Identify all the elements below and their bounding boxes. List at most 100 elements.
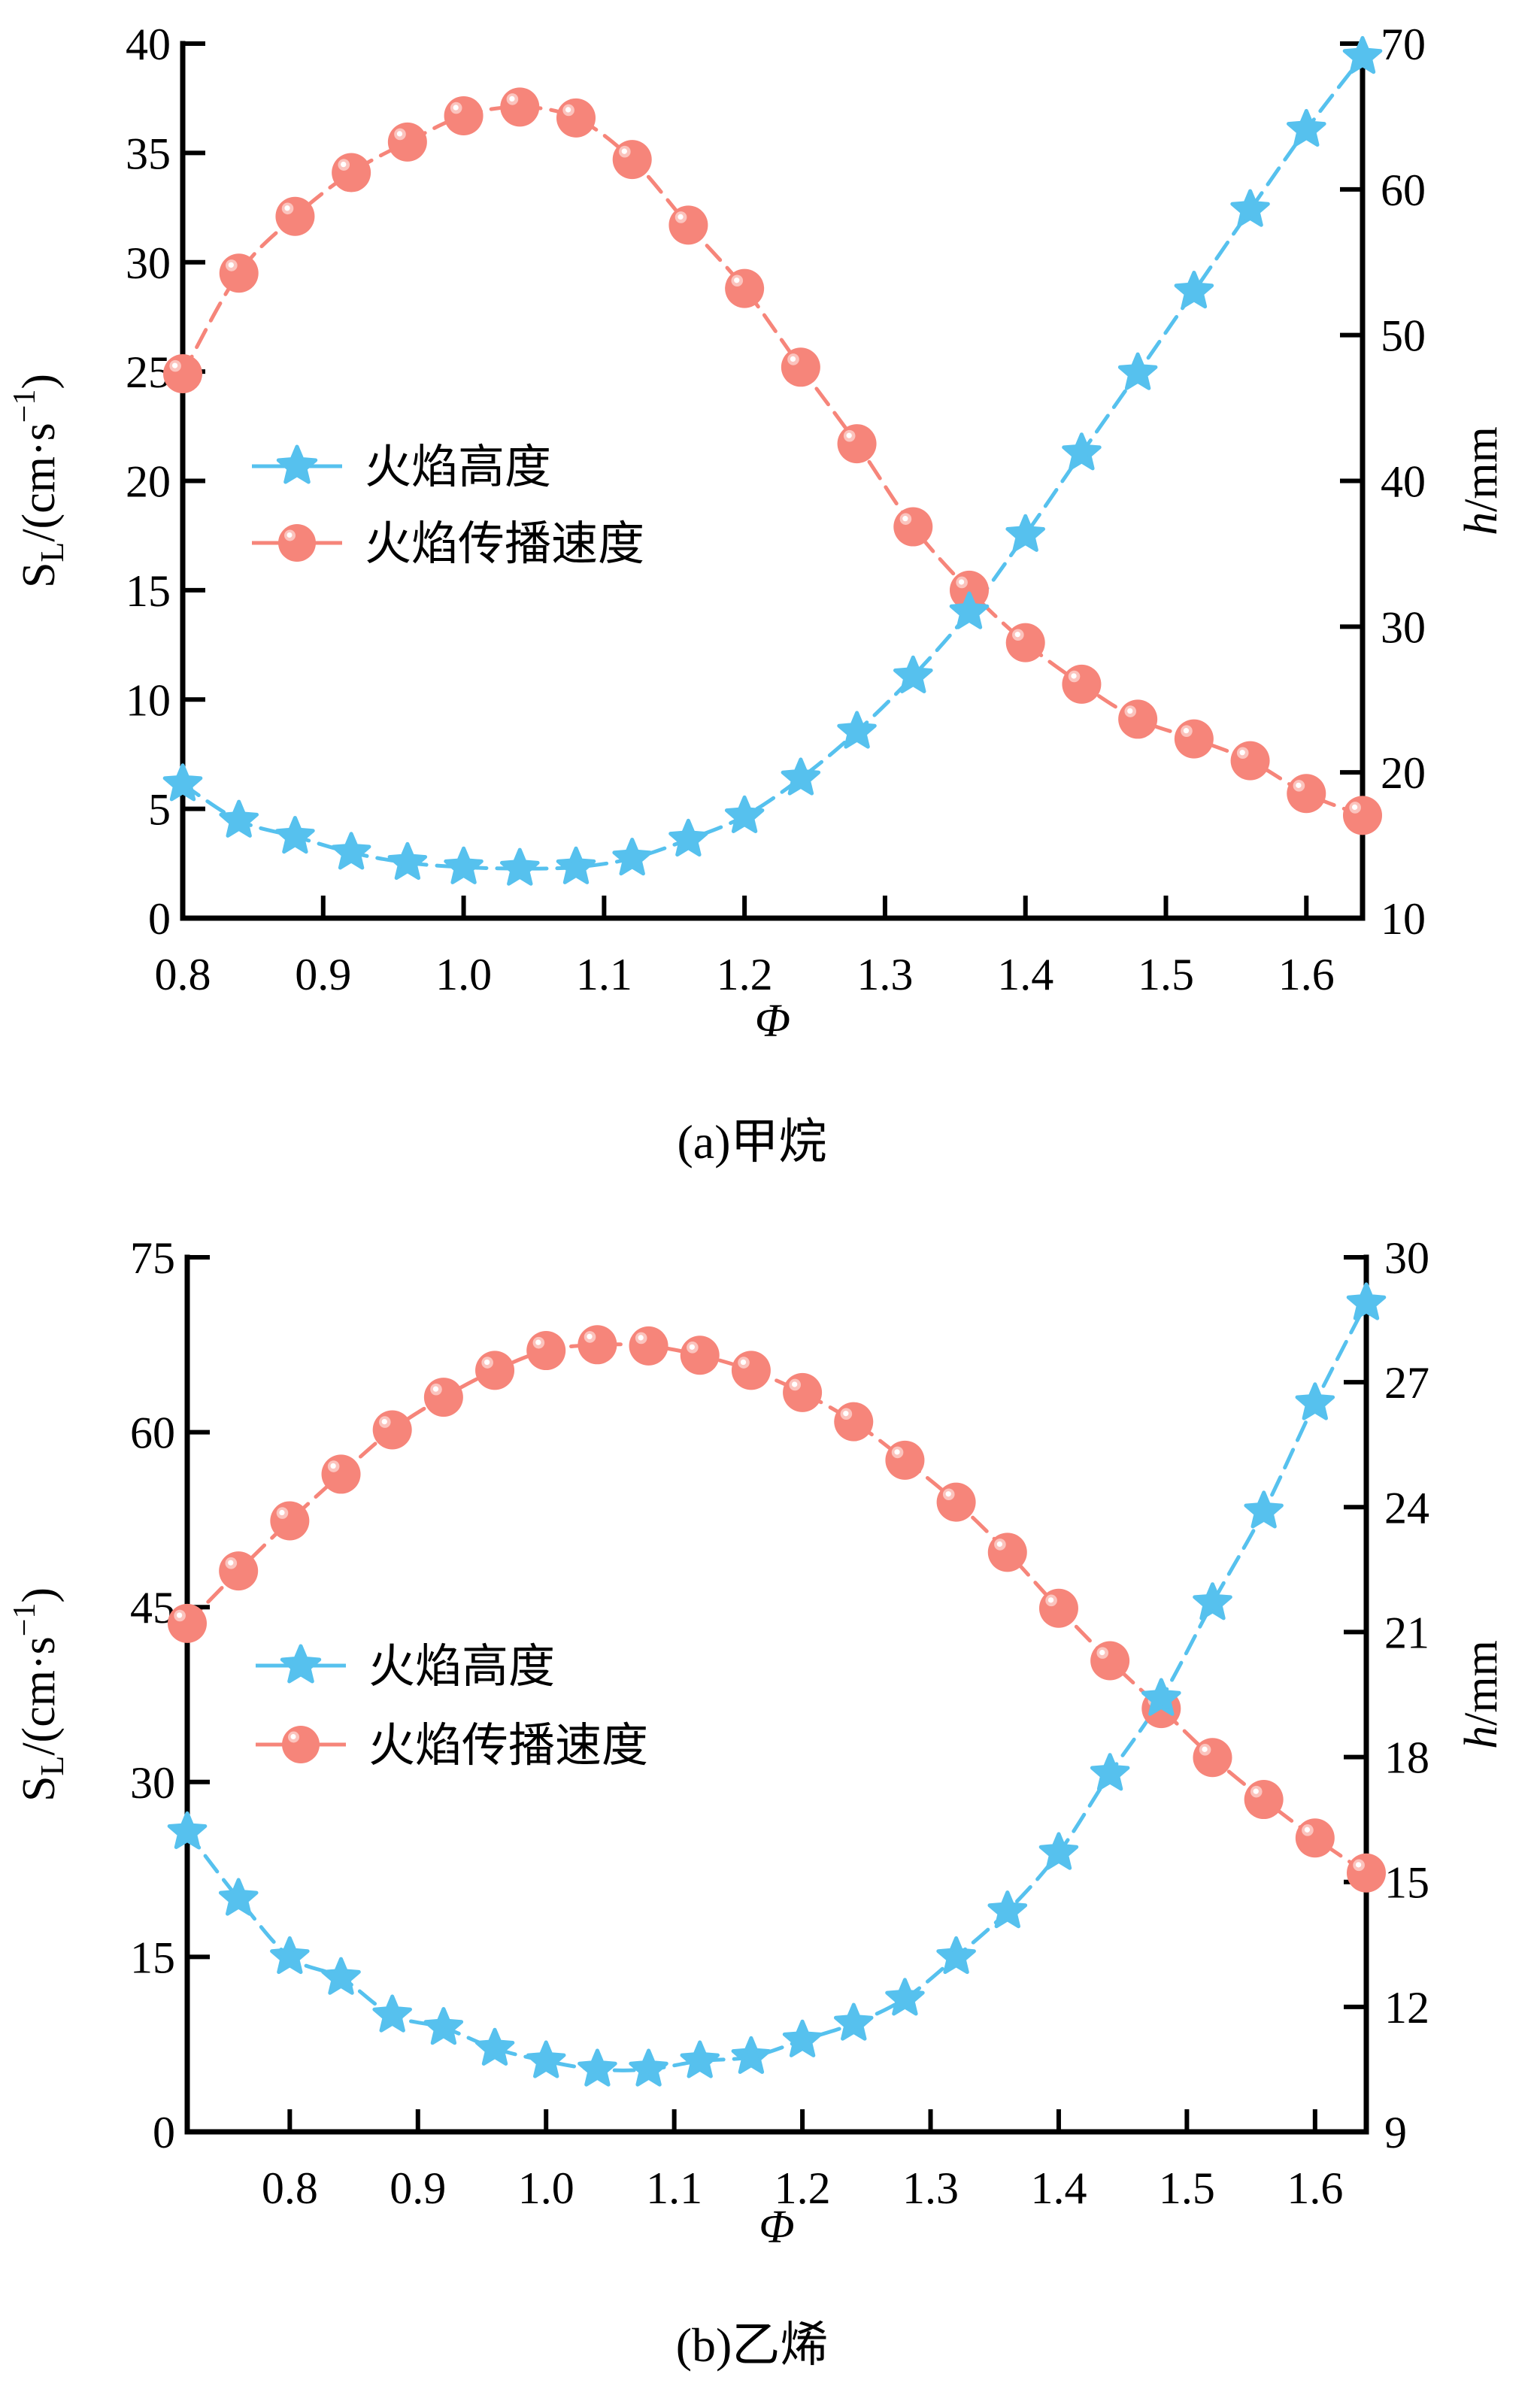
sphere-body	[1295, 1818, 1335, 1858]
flame-height-point	[1193, 1582, 1232, 1620]
y-right-tick-label: 30	[1381, 602, 1426, 652]
flame-speed-point	[163, 354, 202, 394]
sphere-body	[612, 140, 652, 180]
flame-height-point	[1287, 108, 1326, 147]
flame-speed-point	[834, 1402, 874, 1442]
flame-height-point	[331, 832, 371, 870]
y-right-var-a: h	[1456, 512, 1507, 535]
sphere-highlight-inner	[1099, 1649, 1105, 1656]
y-left-tick-label: 45	[130, 1583, 175, 1633]
x-axis-title-b: Φ	[759, 2202, 794, 2253]
x-tick-label: 1.0	[518, 2163, 574, 2213]
sphere-highlight-inner	[341, 161, 347, 168]
legend-star-icon	[276, 444, 318, 484]
caption-a: (a)甲烷	[677, 1115, 826, 1169]
flame-speed-point	[950, 570, 989, 610]
sphere-body	[270, 1501, 310, 1541]
flame-speed-point	[783, 1372, 823, 1412]
chart-panel-a: 0.8 0.9 1.0 1.1 1.2 1.3 1.4 1.5 1.6 0 5 10 15 20 25 30 3…	[8, 20, 1507, 1169]
flame-height-point	[1090, 1753, 1130, 1791]
sphere-highlight-inner	[509, 95, 515, 102]
sphere-highlight-inner	[902, 515, 908, 522]
sphere-body	[885, 1440, 925, 1480]
y-left-unit-a: /(cm·s	[14, 423, 65, 541]
sphere-highlight-inner	[1351, 804, 1358, 811]
x-tick-label: 1.4	[997, 950, 1053, 999]
sphere-body	[987, 1533, 1027, 1572]
sphere-highlight-inner	[846, 432, 852, 438]
legend-star-icon	[280, 1644, 322, 1684]
sphere-body	[731, 1351, 771, 1390]
flame-speed-point	[387, 122, 427, 162]
y-right-tick-label: 40	[1381, 457, 1426, 507]
x-tick-label: 1.2	[717, 950, 773, 999]
star-icon	[280, 1644, 322, 1684]
flame-speed-point	[1038, 1588, 1078, 1628]
y-axis-right-title-b: h/mm	[1456, 1640, 1507, 1749]
sphere-highlight-inner	[1296, 782, 1302, 788]
flame-speed-point	[526, 1331, 566, 1371]
flame-speed-point	[629, 1326, 668, 1366]
flame-height-point	[668, 818, 708, 857]
flame-speed-point	[1287, 774, 1326, 814]
legend-sphere-icon	[282, 1726, 320, 1763]
sphere-highlight-inner	[1047, 1597, 1054, 1603]
sphere-highlight-inner	[996, 1541, 1003, 1548]
flame-speed-point	[1005, 623, 1045, 662]
sphere-body	[783, 1372, 823, 1412]
sphere-highlight-inner	[290, 1734, 296, 1739]
sphere-body	[321, 1454, 361, 1494]
flame-speed-point	[612, 140, 652, 180]
y-right-tick-label: 12	[1384, 1983, 1429, 2033]
sphere-body	[219, 1551, 259, 1591]
flame-height-point	[1005, 514, 1045, 552]
legend-a: 火焰高度 火焰传播速度	[252, 439, 644, 571]
y-left-tick-label: 20	[126, 457, 171, 507]
sphere-highlight-inner	[176, 1612, 183, 1618]
flame-speed-point	[781, 347, 820, 387]
flame-height-point	[837, 711, 877, 749]
sphere-body	[834, 1402, 874, 1442]
legend-label-speed: 火焰传播速度	[368, 1717, 648, 1772]
x-tick-label: 0.8	[262, 2163, 318, 2213]
y-right-tick-label: 18	[1384, 1733, 1429, 1783]
sphere-body	[1038, 1588, 1078, 1628]
flame-height-point	[218, 1878, 259, 1916]
y-left-tick-label: 35	[126, 129, 171, 178]
sphere-highlight-inner	[1202, 1746, 1208, 1752]
flame-speed-line	[180, 105, 1365, 817]
sphere-body	[423, 1378, 463, 1417]
chart-panel-b: 0.8 0.9 1.0 1.1 1.2 1.3 1.4 1.5 1.6 0 15 30 45 60 75 9 1…	[8, 1233, 1507, 2372]
sphere-highlight-inner	[1304, 1827, 1311, 1833]
y-left-sub-a: L	[34, 542, 71, 562]
y-left-sup-b: −1	[8, 1603, 42, 1637]
y-right-tick-label: 70	[1381, 20, 1426, 69]
flame-height-point	[612, 838, 652, 876]
sphere-highlight-inner	[286, 532, 293, 538]
flame-speed-point	[1193, 1738, 1232, 1778]
flame-height-line	[185, 1301, 1369, 2072]
y-right-tick-label: 9	[1384, 2108, 1407, 2157]
y-axis-left-title-a: SL/(cm·s−1)	[8, 374, 71, 588]
flame-height-point	[1141, 1678, 1181, 1716]
flame-speed-point	[731, 1351, 771, 1390]
y-left-sup-a: −1	[8, 390, 42, 423]
x-tick-label: 1.1	[646, 2163, 702, 2213]
sphere-highlight-inner	[432, 1386, 439, 1392]
y-left-tick-label: 5	[148, 785, 171, 835]
flame-height-point	[724, 795, 765, 833]
y-left-tick-label: 15	[126, 566, 171, 616]
sphere-highlight-inner	[587, 1333, 593, 1340]
flame-height-point	[1342, 35, 1383, 74]
y-right-var-b: h	[1456, 1726, 1507, 1749]
flame-speed-point	[500, 87, 540, 127]
x-tick-label: 0.8	[155, 950, 211, 999]
sphere-highlight-inner	[678, 214, 684, 220]
sphere-highlight-inner	[535, 1339, 541, 1345]
sphere-highlight-inner	[381, 1418, 387, 1425]
flame-speed-point	[1295, 1818, 1335, 1858]
sphere-highlight-inner	[843, 1411, 849, 1417]
y-axis-right-title-a: h/mm	[1456, 426, 1507, 535]
sphere-body	[282, 1726, 320, 1763]
flame-height-point	[1174, 271, 1214, 309]
